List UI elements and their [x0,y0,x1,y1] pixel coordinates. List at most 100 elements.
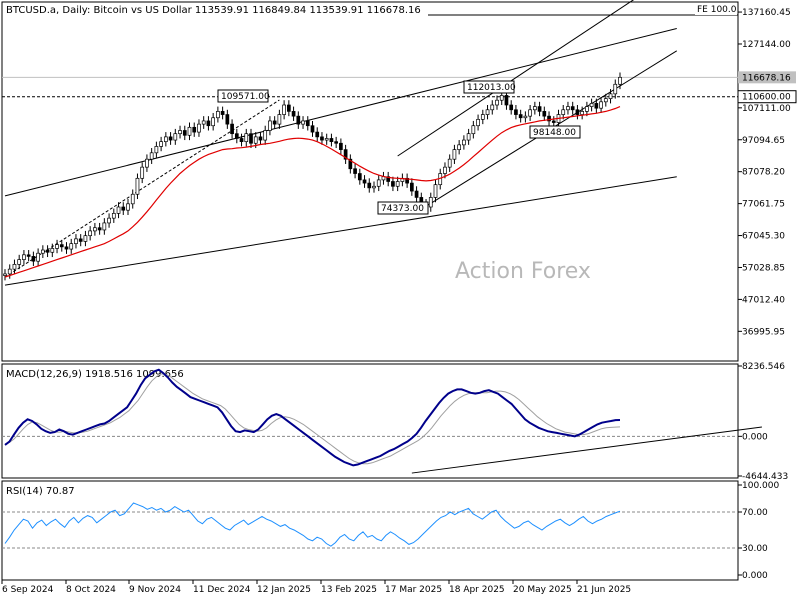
candle-body [220,111,225,115]
annotation-box [463,80,515,94]
candle-body [471,125,476,135]
candle-body [69,243,74,250]
candle-body [618,76,622,85]
candle-body [159,141,163,147]
candle-body [197,123,201,133]
candle-body [376,179,381,187]
y-tick-label: 67045.30 [742,232,785,242]
candle-body [211,117,216,127]
candle-body [55,244,59,249]
candle-body [537,106,542,112]
candle-body [386,176,391,182]
candle-body [97,227,102,231]
y-tick-label: 77061.75 [742,200,785,210]
candle-body [514,109,518,115]
candle-body [504,95,509,106]
candle-body [528,109,532,117]
candle-body [613,83,618,95]
candle-body [187,126,192,136]
candle-body [405,177,409,184]
candle-body [277,114,282,125]
y-tick-label: 137160.45 [742,8,791,18]
fe-label: FE 100.0 [697,5,737,15]
candle-body [495,99,499,106]
x-tick-label: 9 Nov 2024 [129,585,181,595]
candle-body [206,120,211,127]
annotation-label: 74373.00 [381,204,424,214]
watermark: Action Forex [455,259,591,284]
annotation-label: 112013.00 [467,83,516,93]
candle-body [154,146,159,154]
candle-body [551,120,556,123]
macd-y-axis: 8236.546 0.000 -4644.433 [738,362,788,482]
candle-body [518,114,523,119]
candle-body [457,144,462,150]
y-tick-label: 0.000 [742,432,768,442]
candle-body [234,133,239,139]
candle-body [168,136,173,141]
candle-body [580,111,585,115]
candle-body [40,249,45,254]
y-tick-label: 36995.95 [742,327,785,337]
macd-header: MACD(12,26,9) 1918.516 1099.656 [6,369,184,380]
rsi-panel: RSI(14) 70.87 100.000 70.00 30.00 0.000 [1,480,779,581]
candle-body [102,222,107,231]
candle-body [452,149,457,160]
macd-trendline [411,426,762,474]
candle-body [428,197,433,208]
candle-body [414,190,419,198]
candle-body [258,136,263,141]
trendline [4,28,677,197]
candle-body [36,252,40,262]
y-tick-label: 8236.546 [742,362,785,372]
candle-body [566,106,570,111]
candle-body [163,136,168,143]
y-tick-label: 87078.20 [742,168,785,178]
candle-body [466,133,471,141]
annotation-box [529,125,581,139]
candle-body [532,106,537,111]
candle-body [594,103,599,109]
rsi-frame [1,480,739,581]
candle-body [192,126,197,133]
candle-body [31,256,36,262]
price-header: BTCUSD.a, Daily: Bitcoin vs US Dollar 11… [6,5,421,16]
candle-body [50,248,55,253]
candle-body [88,230,93,237]
candle-body [83,235,88,242]
moving-average-line [4,106,621,278]
y-tick-label: -4644.433 [742,472,788,482]
candle-body [253,136,258,144]
fe-label-box [695,3,737,15]
x-tick-label: 6 Sep 2024 [2,585,54,595]
candle-body [12,264,17,270]
candle-body [74,238,78,245]
y-tick-label: 70.00 [742,508,768,518]
candle-body [447,158,452,168]
x-tick-label: 20 May 2025 [513,585,572,595]
candle-body [310,125,315,133]
candle-body [301,120,305,125]
candle-body [362,179,367,184]
trendline [4,176,677,286]
price-frame [1,1,739,362]
candle-body [121,206,126,211]
candle-body [249,133,253,144]
candle-body [476,118,480,127]
price-candles [3,72,622,281]
candle-body [282,104,286,115]
candle-body [599,101,603,109]
candle-body [575,109,580,115]
candle-body [353,168,357,174]
candle-body [17,259,22,265]
candle-body [570,106,575,111]
rsi-grid [2,511,738,549]
macd-panel: MACD(12,26,9) 1918.516 1099.656 8236.546… [1,362,788,482]
candle-body [357,173,362,181]
candle-body [409,182,414,192]
y-tick-label: 100.000 [742,481,779,491]
candle-body [523,115,528,119]
candle-body [244,133,249,143]
candle-body [216,111,220,119]
candle-body [433,184,438,198]
